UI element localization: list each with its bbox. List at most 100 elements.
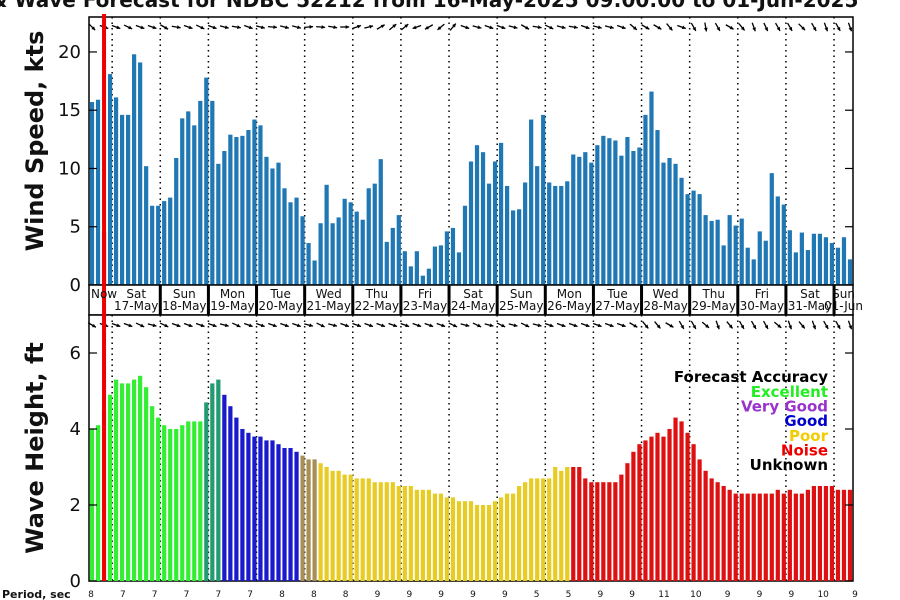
arrow-head (692, 324, 696, 329)
wind-bar (715, 219, 720, 285)
arrow-head (91, 323, 96, 328)
wave-bar (733, 493, 738, 581)
arrow-head (465, 25, 470, 30)
wind-bar (336, 217, 341, 285)
day-date: 23-May (403, 299, 447, 313)
wind-bar (841, 237, 847, 285)
arrow-head (729, 25, 734, 30)
day-date: 22-May (355, 299, 399, 313)
wind-bar (414, 251, 419, 285)
wave-bar (811, 486, 817, 581)
wave-bar (276, 444, 281, 581)
y-tick-label: 5 (70, 217, 81, 238)
wind-bar (306, 243, 311, 285)
period-value: 8 (279, 590, 285, 600)
wind-bar (132, 54, 137, 285)
wave-bar (132, 379, 137, 581)
wind-bar (168, 197, 173, 285)
arrow-head (836, 26, 841, 31)
arrow-head (609, 25, 614, 30)
arrow-head (260, 25, 265, 30)
wave-bar (162, 425, 167, 581)
arrow-head (200, 25, 205, 30)
wave-bar (799, 493, 804, 581)
wind-bar (739, 218, 744, 285)
wave-bar (835, 489, 841, 581)
wind-bar (420, 275, 425, 285)
arrow-head (621, 323, 626, 328)
arrow-head (632, 26, 637, 30)
wave-bar (745, 493, 750, 581)
day-of-week: Tue (269, 287, 291, 301)
arrow-head (621, 25, 626, 30)
wind-bar (541, 114, 546, 285)
period-value: 8 (311, 590, 317, 600)
wind-bar (95, 99, 101, 285)
wave-bar (715, 482, 720, 581)
period-value: 5 (566, 590, 572, 600)
wave-panel: 0 2 4 6 Wave Height, ft Forecast AccuracyEx… (21, 314, 854, 592)
wind-bar (474, 145, 480, 285)
wind-bar (504, 185, 510, 285)
wave-bar (95, 425, 101, 581)
arrow-head (477, 323, 482, 328)
wave-bar (216, 379, 221, 581)
arrow-head (740, 324, 744, 329)
arrow-head (200, 323, 205, 328)
y-tick-label: 4 (70, 419, 81, 440)
arrow-head (705, 324, 710, 328)
arrow-head (513, 323, 518, 328)
wind-bar (258, 125, 263, 285)
arrow-head (356, 24, 361, 29)
wave-bar (667, 429, 672, 581)
period-value: 9 (725, 590, 731, 600)
arrow-head (764, 27, 768, 32)
wave-bar (805, 489, 810, 581)
arrow-head (692, 26, 696, 31)
wave-bar (655, 432, 660, 581)
arrow-head (656, 324, 661, 329)
period-value: 7 (215, 590, 221, 600)
wind-bar (462, 205, 468, 285)
wind-bar (138, 62, 143, 285)
wave-bar (450, 497, 456, 581)
wave-bar (414, 489, 419, 581)
wind-bar (619, 155, 624, 285)
arrow-head (356, 323, 361, 328)
arrow-head (441, 323, 446, 328)
arrow-head (405, 323, 410, 328)
wind-bars (89, 54, 853, 286)
wind-bar (228, 134, 233, 285)
wind-bar (264, 156, 269, 285)
period-value: 9 (470, 590, 476, 600)
wind-bar (601, 135, 606, 285)
arrow-head (716, 26, 720, 31)
wave-bar (390, 482, 395, 581)
wave-bar (378, 482, 383, 581)
wave-bar (661, 436, 666, 581)
wave-bar (486, 505, 492, 581)
arrow-head (320, 323, 325, 328)
arrow-head (537, 25, 542, 30)
arrow-head (501, 25, 506, 30)
period-value: 9 (406, 590, 412, 600)
wind-bar (805, 250, 810, 285)
wave-bar (480, 505, 486, 581)
wave-bar (553, 467, 558, 581)
wind-bar (89, 102, 95, 285)
wave-bar (787, 489, 792, 581)
wave-bar (300, 455, 305, 581)
arrow-head (669, 323, 674, 328)
arrow-head (116, 323, 121, 328)
arrow-head (321, 25, 326, 29)
wave-bar (504, 493, 510, 581)
wave-bar (180, 425, 185, 581)
wind-bar (565, 181, 570, 285)
arrow-head (380, 24, 385, 29)
arrow-head (333, 25, 338, 30)
arrow-head (561, 25, 566, 30)
wave-bar (318, 463, 323, 581)
wind-bar (216, 163, 221, 285)
day-date: 17-May (114, 299, 158, 313)
wind-bar (577, 156, 582, 285)
